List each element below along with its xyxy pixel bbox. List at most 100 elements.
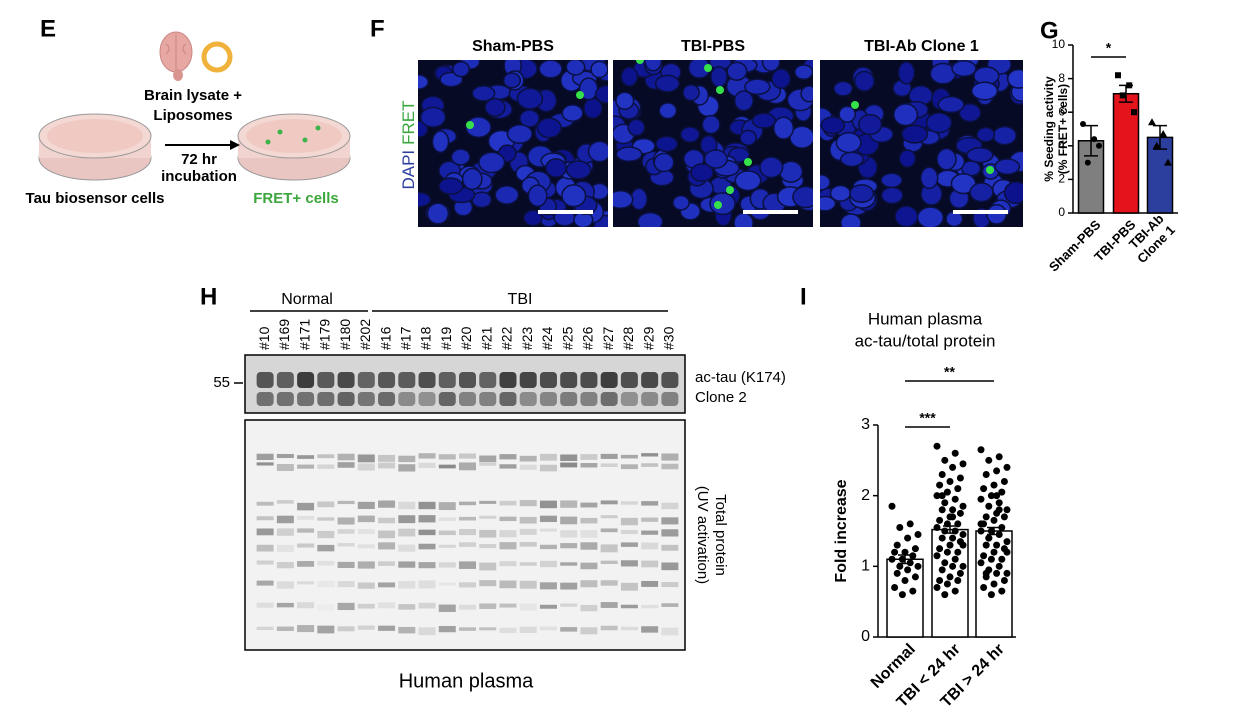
data-point <box>949 513 957 521</box>
data-point <box>933 552 941 560</box>
data-point <box>938 534 946 542</box>
data-point <box>998 587 1006 595</box>
band <box>418 372 436 388</box>
band <box>519 500 537 507</box>
fret-speck <box>716 86 724 94</box>
data-point <box>982 513 990 521</box>
band <box>620 542 638 547</box>
band <box>580 562 598 570</box>
band <box>276 528 294 536</box>
data-point <box>904 566 912 574</box>
band <box>357 454 375 463</box>
fret-speck <box>744 158 752 166</box>
band <box>256 516 274 521</box>
band <box>641 542 659 550</box>
data-point <box>901 576 909 584</box>
band <box>539 582 557 590</box>
band <box>398 372 416 388</box>
data-point <box>911 545 919 553</box>
data-point <box>959 460 967 468</box>
panel-letter: E <box>40 15 56 42</box>
data-point <box>933 523 941 531</box>
band <box>317 530 335 539</box>
data-point <box>982 569 990 577</box>
nucleus <box>739 129 757 147</box>
data-point <box>998 523 1006 531</box>
data-point <box>990 516 998 524</box>
lane-label: #28 <box>620 326 636 350</box>
band <box>620 560 638 567</box>
band <box>398 455 416 463</box>
data-point <box>985 534 993 542</box>
band <box>600 625 618 631</box>
data-point <box>959 531 967 539</box>
band <box>438 372 456 388</box>
band <box>418 543 436 550</box>
nucleus <box>682 84 700 102</box>
data-point <box>914 531 922 539</box>
band <box>539 544 557 550</box>
nucleus <box>502 72 522 89</box>
data-point <box>1084 159 1091 166</box>
band <box>398 501 416 510</box>
y-tick-label: 0 <box>861 628 870 645</box>
bar <box>1112 92 1140 214</box>
band <box>398 464 416 472</box>
band <box>357 529 375 534</box>
band <box>357 544 375 549</box>
band <box>479 562 497 571</box>
blot-label: Clone 2 <box>695 389 747 406</box>
band <box>378 517 396 524</box>
lane-label: #180 <box>337 319 353 350</box>
data-point <box>936 545 944 553</box>
band <box>337 372 355 388</box>
data-point <box>938 566 946 574</box>
lane-label: #25 <box>559 326 575 350</box>
band <box>620 501 638 505</box>
data-point <box>1148 118 1156 126</box>
nucleus <box>679 126 701 143</box>
data-point <box>938 506 946 514</box>
band <box>297 561 315 567</box>
band <box>398 604 416 610</box>
data-point <box>1003 569 1011 577</box>
band <box>438 517 456 521</box>
nucleus <box>450 148 471 166</box>
data-point <box>941 559 949 567</box>
error-bar <box>1084 124 1098 157</box>
data-point <box>951 587 959 595</box>
band <box>256 453 274 461</box>
nucleus <box>835 132 862 154</box>
nucleus <box>644 60 663 72</box>
lane-label: #169 <box>276 319 292 350</box>
band <box>661 517 679 525</box>
nucleus <box>471 85 496 102</box>
data-point <box>987 591 995 599</box>
band <box>499 580 517 589</box>
y-tick-label: 8 <box>1058 71 1065 85</box>
nucleus <box>858 113 883 136</box>
data-point <box>1003 538 1011 546</box>
band <box>580 517 598 524</box>
band <box>580 542 598 550</box>
band <box>580 454 598 460</box>
stain-label: DAPI FRET <box>399 100 418 189</box>
band <box>519 516 537 524</box>
band <box>519 580 537 589</box>
cell-label: FRET+ cells <box>253 190 338 207</box>
band <box>337 561 355 569</box>
data-point <box>987 492 995 500</box>
band <box>317 464 335 469</box>
lane-label: #18 <box>418 326 434 350</box>
band <box>337 626 355 632</box>
nucleus <box>969 182 994 203</box>
group-label: TBI <box>508 291 533 308</box>
data-point <box>987 527 995 535</box>
band <box>620 604 638 609</box>
band <box>600 580 618 586</box>
band <box>357 463 375 471</box>
band <box>661 544 679 551</box>
band <box>661 372 679 388</box>
nucleus <box>853 70 875 92</box>
band <box>519 603 537 611</box>
